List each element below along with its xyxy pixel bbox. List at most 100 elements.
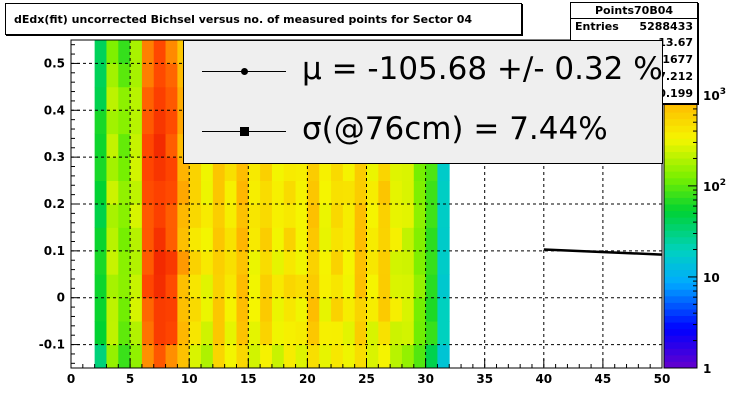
legend-entry-sigma: σ(@76cm) = 7.44% (184, 101, 662, 161)
heatmap-cell (413, 250, 426, 275)
heatmap-cell (130, 297, 143, 322)
heatmap-cell (319, 297, 332, 322)
heatmap-cell (165, 133, 178, 158)
y-tick-label: 0.1 (44, 244, 65, 258)
heatmap-cell (177, 321, 190, 345)
heatmap-cell (165, 204, 178, 228)
heatmap-cell (130, 40, 143, 64)
heatmap-cell (366, 180, 379, 205)
heatmap-cell (425, 250, 438, 275)
heatmap-cell (141, 180, 155, 205)
heatmap-cell (118, 157, 131, 181)
colorbar-band (664, 263, 697, 271)
heatmap-cell (390, 227, 403, 252)
heatmap-cell (319, 204, 332, 228)
heatmap-cell (165, 180, 178, 205)
colorbar-band (664, 276, 697, 284)
heatmap-cell (177, 297, 190, 322)
heatmap-cell (130, 86, 143, 111)
title-box: dEdx(fit) uncorrected Bichsel versus no.… (5, 3, 522, 35)
heatmap-cell (378, 204, 391, 228)
heatmap-cell (165, 321, 178, 345)
heatmap-cell (153, 133, 166, 158)
heatmap-cell (165, 227, 178, 252)
heatmap-cell (94, 40, 107, 64)
heatmap-cell (118, 63, 131, 88)
heatmap-cell (153, 344, 166, 369)
colorbar-band (664, 282, 697, 290)
stats-row: 13.67 (575, 36, 693, 50)
heatmap-cell (177, 344, 190, 369)
heatmap-cell (260, 250, 273, 275)
heatmap-cell (177, 204, 190, 228)
heatmap-cell (378, 321, 391, 345)
heatmap-cell (283, 227, 296, 252)
heatmap-cell (260, 274, 273, 299)
heatmap-cell (331, 344, 344, 369)
heatmap-cell (425, 321, 438, 345)
heatmap-cell (94, 297, 107, 322)
heatmap-cell (141, 110, 155, 135)
heatmap-cell (201, 227, 214, 252)
heatmap-cell (366, 344, 379, 369)
heatmap-cell (295, 297, 308, 322)
stats-value: 13.67 (658, 36, 693, 49)
x-tick-label: 5 (126, 372, 134, 386)
heatmap-cell (236, 227, 249, 252)
colorbar-band (664, 230, 697, 238)
stats-row: Entries 5288433 (575, 20, 693, 34)
colorbar-band (664, 315, 697, 323)
heatmap-cell (201, 321, 214, 345)
heatmap-cell (118, 227, 131, 252)
heatmap-cell (189, 344, 202, 369)
heatmap-cell (153, 157, 166, 181)
heatmap-cell (118, 250, 131, 275)
heatmap-cell (378, 227, 391, 252)
heatmap-cell (319, 321, 332, 345)
heatmap-cell (413, 297, 426, 322)
heatmap-cell (331, 274, 344, 299)
heatmap-cell (342, 180, 356, 205)
heatmap-cell (307, 180, 320, 205)
heatmap-cell (212, 274, 226, 299)
heatmap-cell (283, 344, 296, 369)
heatmap-cell (177, 250, 190, 275)
heatmap-cell (106, 274, 119, 299)
stats-label: Entries (575, 20, 619, 33)
heatmap-cell (141, 86, 155, 111)
heatmap-cell (236, 180, 249, 205)
heatmap-cell (307, 204, 320, 228)
heatmap-cell (425, 180, 438, 205)
heatmap-cell (401, 297, 415, 322)
heatmap-cell (331, 227, 344, 252)
heatmap-cell (224, 297, 237, 322)
colorbar-band (664, 197, 697, 205)
heatmap-cell (94, 274, 107, 299)
colorbar-band (664, 328, 697, 336)
heatmap-cell (189, 180, 202, 205)
heatmap-cell (260, 180, 273, 205)
colorbar-band (664, 354, 697, 362)
colorbar-band (664, 308, 697, 317)
heatmap-cell (141, 204, 155, 228)
heatmap-cell (130, 133, 143, 158)
heatmap-cell (212, 321, 226, 345)
heatmap-cell (153, 40, 166, 64)
heatmap-cell (260, 204, 273, 228)
colorbar-band (664, 164, 697, 172)
heatmap-cell (283, 204, 296, 228)
heatmap-cell (236, 204, 249, 228)
colorbar-band (664, 210, 697, 218)
legend-entry-mu: μ = -105.68 +/- 0.32 % (184, 41, 663, 101)
heatmap-cell (413, 180, 426, 205)
heatmap-cell (165, 274, 178, 299)
heatmap-cell (342, 274, 356, 299)
heatmap-cell (366, 321, 379, 345)
heatmap-cell (390, 274, 403, 299)
heatmap-cell (437, 250, 450, 275)
heatmap-cell (130, 321, 143, 345)
heatmap-cell (425, 344, 438, 369)
heatmap-cell (425, 297, 438, 322)
heatmap-cell (130, 250, 143, 275)
heatmap-cell (141, 157, 155, 181)
